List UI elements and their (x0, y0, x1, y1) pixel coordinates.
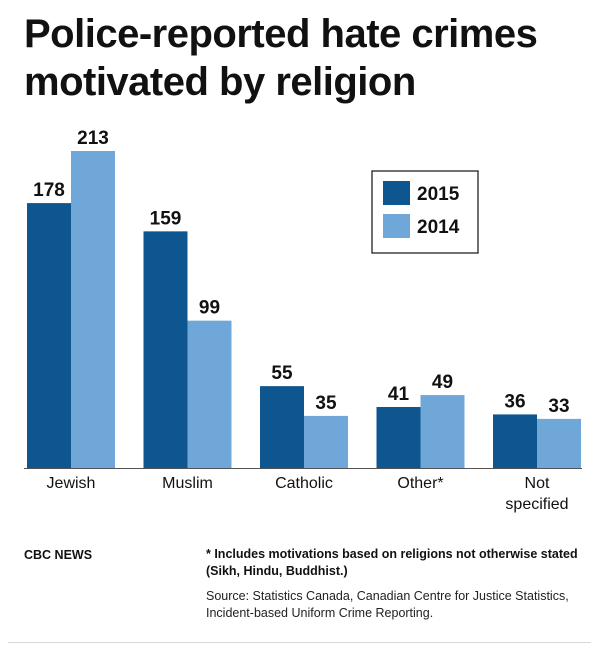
category-label-0: Jewish (47, 475, 96, 492)
data-label-2015-3: 41 (388, 384, 410, 405)
bar-2015-0 (27, 203, 71, 468)
data-label-2014-4: 33 (548, 396, 569, 417)
data-label-2015-0: 178 (33, 180, 65, 201)
source-brand: CBC NEWS (24, 548, 93, 562)
legend-label-2014: 2014 (417, 217, 460, 238)
bar-2014-2 (304, 415, 348, 468)
legend-swatch-2015 (383, 181, 410, 205)
category-label-3: Other* (397, 475, 443, 492)
bar-2015-1 (143, 231, 188, 468)
footer-divider (8, 642, 591, 643)
bar-2015-3 (376, 406, 421, 468)
data-label-2014-3: 49 (432, 372, 453, 393)
bar-2014-1 (187, 320, 232, 468)
bar-2014-0 (71, 151, 115, 468)
data-label-2014-1: 99 (199, 298, 220, 319)
data-label-2014-0: 213 (77, 128, 109, 149)
category-label-2: Catholic (275, 475, 333, 492)
bar-2014-4 (537, 418, 581, 468)
legend-swatch-2014 (383, 214, 410, 238)
bar-2014-3 (420, 395, 465, 468)
legend-label-2015: 2015 (417, 184, 460, 205)
category-label-1: Muslim (162, 475, 213, 492)
chart-title: Police-reported hate crimes motivated by… (24, 12, 538, 104)
data-label-2014-2: 35 (315, 393, 337, 414)
bar-chart: 178 213 Jewish 159 99 Muslim 55 35 Catholic 41 49 O… (24, 128, 582, 513)
legend-box (371, 170, 479, 254)
source-credit: Source: Statistics Canada, Canadian Cent… (206, 589, 569, 620)
legend: 2015 2014 (371, 170, 479, 254)
bar-2015-4 (493, 414, 537, 468)
category-label-4: Not specified (505, 475, 568, 513)
data-label-2015-4: 36 (504, 391, 525, 412)
footnote: * Includes motivations based on religion… (206, 547, 578, 578)
bar-2015-2 (260, 386, 304, 468)
data-label-2015-1: 159 (150, 208, 182, 229)
data-label-2015-2: 55 (271, 363, 293, 384)
